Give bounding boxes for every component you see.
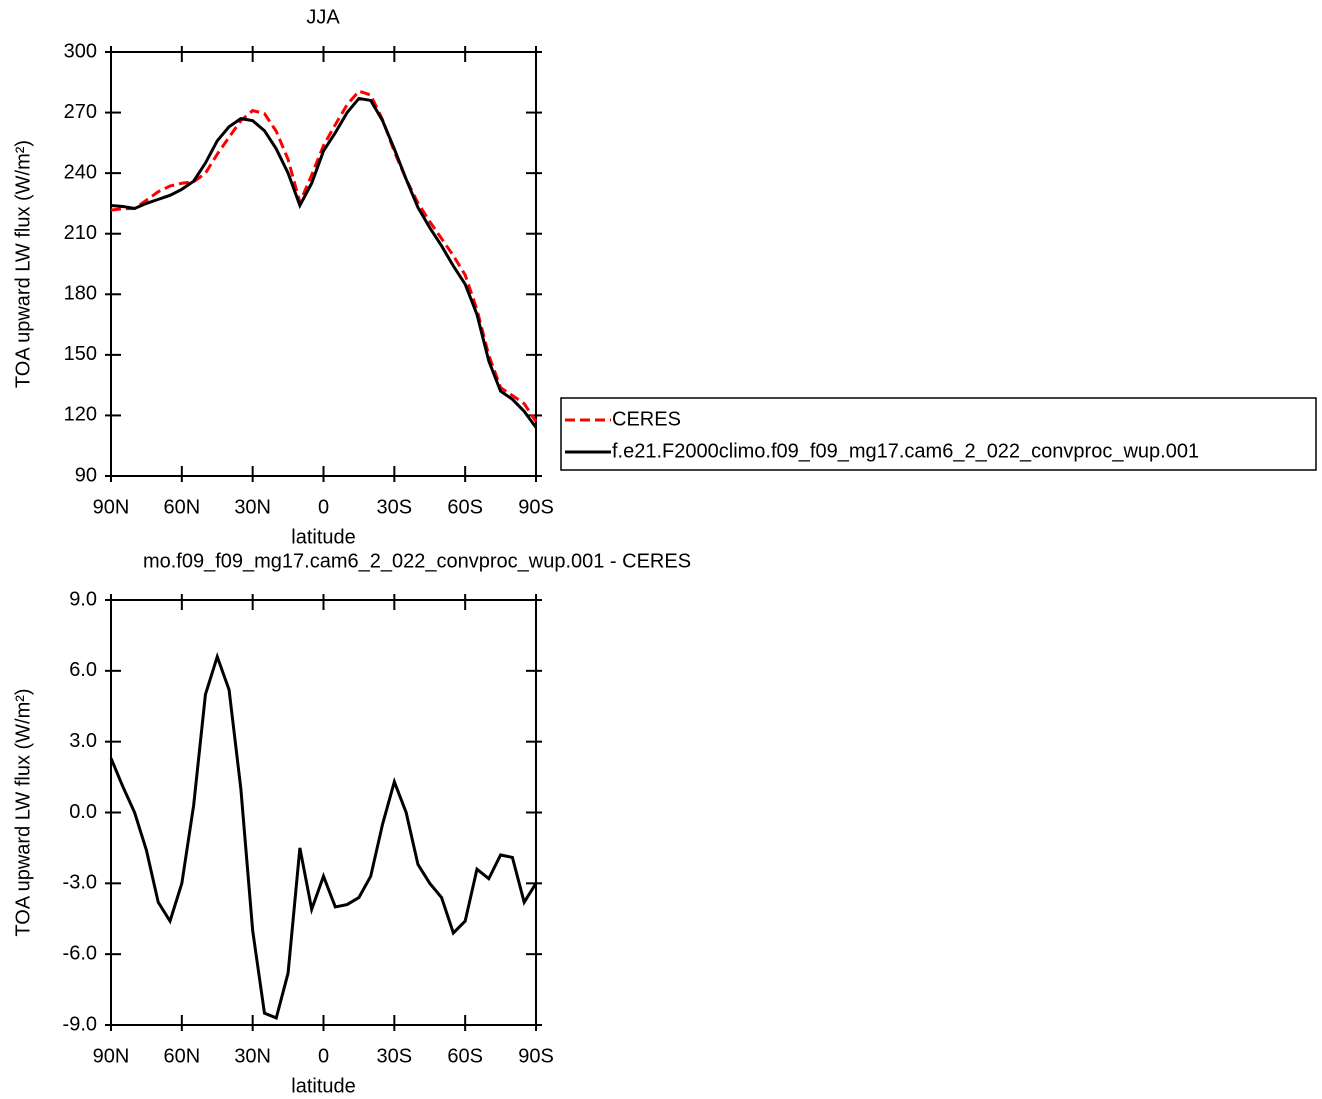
data-line <box>110 89 538 423</box>
plot-frame <box>110 51 537 477</box>
y-tick-label: 180 <box>64 283 97 305</box>
y-tick-label: 120 <box>64 404 97 426</box>
y-tick-label: -3.0 <box>63 872 97 894</box>
x-tick-label: 90S <box>518 496 554 518</box>
x-tick-label: 90N <box>93 496 130 518</box>
x-tick-label: 60S <box>447 496 483 518</box>
y-tick-label: 6.0 <box>69 659 97 681</box>
y-tick-label: 300 <box>64 40 97 62</box>
y-tick-label: 270 <box>64 101 97 123</box>
x-tick-label: 0 <box>318 1045 329 1067</box>
y-tick-label: 9.0 <box>69 588 97 610</box>
x-tick-label: 30S <box>377 496 413 518</box>
x-tick-label: 90N <box>93 1045 130 1067</box>
legend-label: CERES <box>612 408 681 430</box>
y-tick-label: 90 <box>75 464 97 486</box>
y-tick-label: 0.0 <box>69 801 97 823</box>
plot-frame <box>110 599 537 1026</box>
x-tick-label: 30S <box>377 1045 413 1067</box>
y-tick-label: 150 <box>64 343 97 365</box>
x-tick-label: 30N <box>234 496 271 518</box>
data-line <box>109 651 538 1020</box>
chart-title: mo.f09_f09_mg17.cam6_2_022_convproc_wup.… <box>143 550 691 572</box>
x-axis-label: latitude <box>291 1075 356 1097</box>
y-tick-label: 3.0 <box>69 730 97 752</box>
x-tick-label: 90S <box>518 1045 554 1067</box>
x-tick-label: 0 <box>318 496 329 518</box>
x-tick-label: 60N <box>163 1045 200 1067</box>
y-tick-label: -9.0 <box>63 1013 97 1035</box>
legend-box <box>560 397 1317 471</box>
data-line <box>110 96 538 429</box>
y-tick-label: 240 <box>64 161 97 183</box>
y-tick-label: -6.0 <box>63 942 97 964</box>
legend-label: f.e21.F2000climo.f09_f09_mg17.cam6_2_022… <box>612 440 1199 462</box>
x-tick-label: 30N <box>234 1045 271 1067</box>
x-tick-label: 60S <box>447 1045 483 1067</box>
y-axis-label: TOA upward LW flux (W/m²) <box>12 140 34 388</box>
x-axis-label: latitude <box>291 526 356 548</box>
y-tick-label: 210 <box>64 222 97 244</box>
x-tick-label: 60N <box>163 496 200 518</box>
y-axis-label: TOA upward LW flux (W/m²) <box>12 688 34 936</box>
chart-title: JJA <box>306 6 340 28</box>
